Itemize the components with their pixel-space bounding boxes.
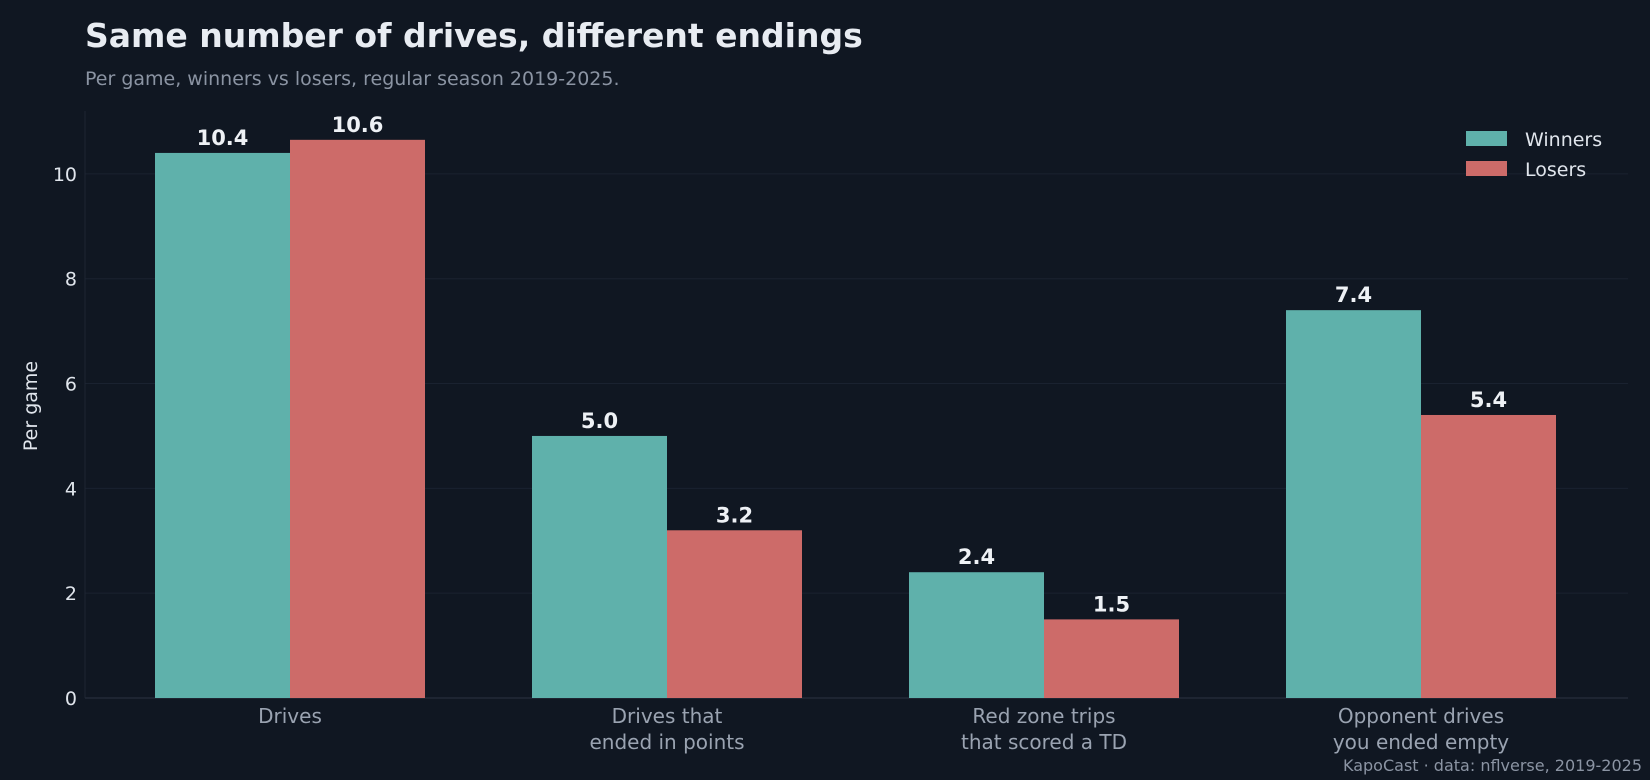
y-tick-label: 6 bbox=[65, 374, 77, 396]
value-label: 7.4 bbox=[1335, 283, 1372, 307]
legend-swatch-losers bbox=[1466, 161, 1507, 176]
legend-swatch-winners bbox=[1466, 131, 1507, 146]
bar-winners bbox=[1286, 310, 1421, 698]
chart-title: Same number of drives, different endings bbox=[85, 16, 863, 55]
category-label: Drives that bbox=[612, 704, 723, 728]
value-labels: 10.4 10.6 5.0 3.2 2.4 1.5 7.4 5.4 bbox=[197, 113, 1508, 617]
y-tick-label: 4 bbox=[65, 478, 77, 500]
category-label: ended in points bbox=[589, 730, 744, 754]
value-label: 10.6 bbox=[332, 113, 384, 137]
value-label: 2.4 bbox=[958, 545, 995, 569]
source-note: KapoCast · data: nflverse, 2019-2025 bbox=[1343, 756, 1642, 775]
category-label: Drives bbox=[258, 704, 322, 728]
y-axis-label: Per game bbox=[20, 361, 42, 451]
y-tick-label: 0 bbox=[65, 688, 77, 710]
bar-losers bbox=[667, 530, 802, 698]
legend-label-winners: Winners bbox=[1525, 129, 1602, 151]
bar-losers bbox=[1421, 414, 1556, 698]
value-label: 5.0 bbox=[581, 409, 618, 433]
bar-winners bbox=[909, 572, 1044, 698]
value-label: 1.5 bbox=[1093, 592, 1130, 616]
y-tick-label: 2 bbox=[65, 583, 77, 605]
value-label: 3.2 bbox=[716, 503, 753, 527]
y-tick-label: 10 bbox=[53, 164, 77, 186]
y-tick-label: 8 bbox=[65, 269, 77, 291]
bars bbox=[155, 139, 1556, 698]
bar-losers bbox=[1044, 619, 1179, 698]
value-label: 5.4 bbox=[1470, 388, 1507, 412]
legend-label-losers: Losers bbox=[1525, 159, 1586, 181]
chart-subtitle: Per game, winners vs losers, regular sea… bbox=[85, 68, 620, 90]
category-label: Opponent drives bbox=[1338, 704, 1504, 728]
legend: Winners Losers bbox=[1466, 129, 1602, 181]
value-label: 10.4 bbox=[197, 126, 249, 150]
category-label: that scored a TD bbox=[961, 730, 1127, 754]
category-label: Red zone trips bbox=[972, 704, 1115, 728]
bar-winners bbox=[155, 152, 290, 698]
category-label: you ended empty bbox=[1333, 730, 1509, 754]
bar-losers bbox=[290, 139, 425, 698]
bar-winners bbox=[532, 435, 667, 698]
